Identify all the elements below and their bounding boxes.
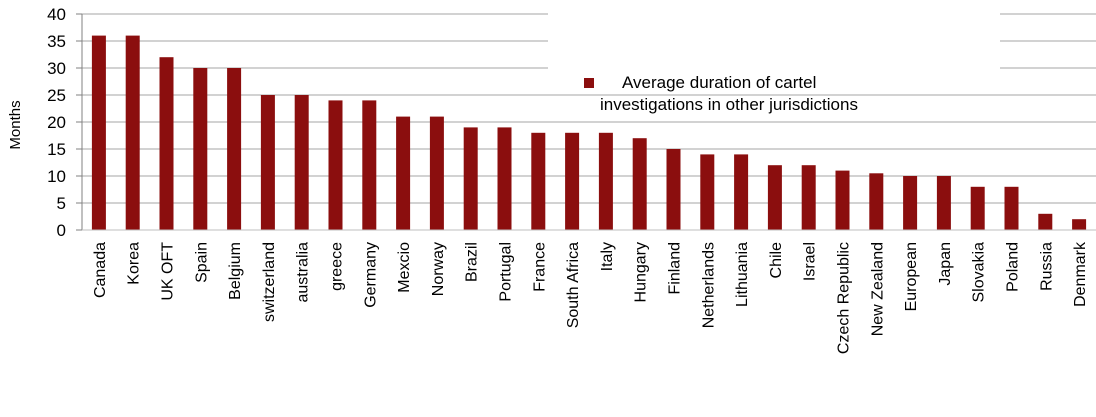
y-tick-label: 35: [47, 32, 66, 51]
category-label: Germany: [362, 242, 379, 308]
category-label: Japan: [937, 242, 954, 286]
category-label: Canada: [92, 242, 109, 298]
category-label: Hungary: [633, 242, 650, 302]
category-label: Slovakia: [971, 242, 988, 303]
category-label: Denmark: [1072, 241, 1089, 307]
category-label: greece: [329, 242, 346, 291]
legend-label-line-2: investigations in other jurisdictions: [600, 95, 858, 114]
y-tick-label: 15: [47, 140, 66, 159]
y-tick-label: 5: [57, 194, 66, 213]
bar: [328, 100, 343, 231]
category-label: Lithuania: [734, 242, 751, 307]
bar: [362, 100, 377, 231]
category-label: Finland: [667, 242, 684, 294]
y-tick-label: 0: [57, 221, 66, 240]
bar: [497, 127, 512, 230]
bar: [260, 95, 275, 230]
category-label: switzerland: [261, 242, 278, 322]
category-label: Israel: [802, 242, 819, 281]
category-label: Belgium: [227, 242, 244, 300]
category-label: UK OFT: [160, 242, 177, 301]
category-labels: Canada Korea UK OFT Spain Belgium switzerland…: [92, 241, 1089, 354]
category-label: Norway: [430, 242, 447, 296]
legend: Average duration of cartel investigation…: [584, 73, 858, 114]
category-label: Mexcio: [396, 242, 413, 293]
bar: [598, 132, 613, 230]
category-label: France: [531, 242, 548, 292]
bar: [463, 127, 478, 230]
bar: [125, 35, 140, 230]
bar: [396, 116, 411, 230]
y-tick-label: 10: [47, 167, 66, 186]
bar: [666, 149, 681, 230]
legend-swatch: [584, 78, 594, 88]
category-label: Italy: [599, 242, 616, 271]
bar: [429, 116, 444, 230]
bar: [294, 95, 309, 230]
bar: [1038, 213, 1053, 230]
legend-label-line-1: Average duration of cartel: [622, 73, 816, 92]
category-label: Korea: [126, 242, 143, 285]
category-label: Czech Republic: [836, 242, 853, 354]
y-tick-label: 30: [47, 59, 66, 78]
category-label: Chile: [768, 242, 785, 279]
bar: [869, 173, 884, 230]
bar: [970, 186, 985, 230]
category-label: New Zealand: [869, 242, 886, 336]
category-label: Russia: [1038, 242, 1055, 291]
category-label: australia: [295, 242, 312, 303]
bars: [91, 35, 1087, 231]
y-axis-label: Months: [7, 100, 24, 149]
category-label: Netherlands: [700, 242, 717, 328]
bar: [632, 138, 647, 230]
bar: [193, 68, 208, 230]
bar: [1004, 186, 1019, 230]
bar: [734, 154, 749, 230]
category-label: South Africa: [565, 242, 582, 328]
bar: [1072, 219, 1087, 230]
bar: [227, 68, 242, 230]
category-label: Spain: [193, 242, 210, 283]
y-tick-label: 40: [47, 5, 66, 24]
y-tick-label: 20: [47, 113, 66, 132]
bar: [565, 132, 580, 230]
bar: [159, 57, 174, 231]
bar: [531, 132, 546, 230]
category-label: European: [903, 242, 920, 311]
y-tick-label: 25: [47, 86, 66, 105]
bar: [903, 176, 918, 230]
bar: [91, 35, 106, 230]
category-label: Portugal: [498, 242, 515, 302]
bar: [767, 165, 782, 230]
bar: [700, 154, 715, 230]
category-label: Brazil: [464, 242, 481, 282]
bar: [835, 170, 850, 230]
category-label: Poland: [1005, 242, 1022, 292]
bar: [936, 176, 951, 230]
y-axis-ticks: 0 5 10 15 20 25 30 35 40: [47, 5, 83, 240]
bar: [801, 165, 816, 230]
